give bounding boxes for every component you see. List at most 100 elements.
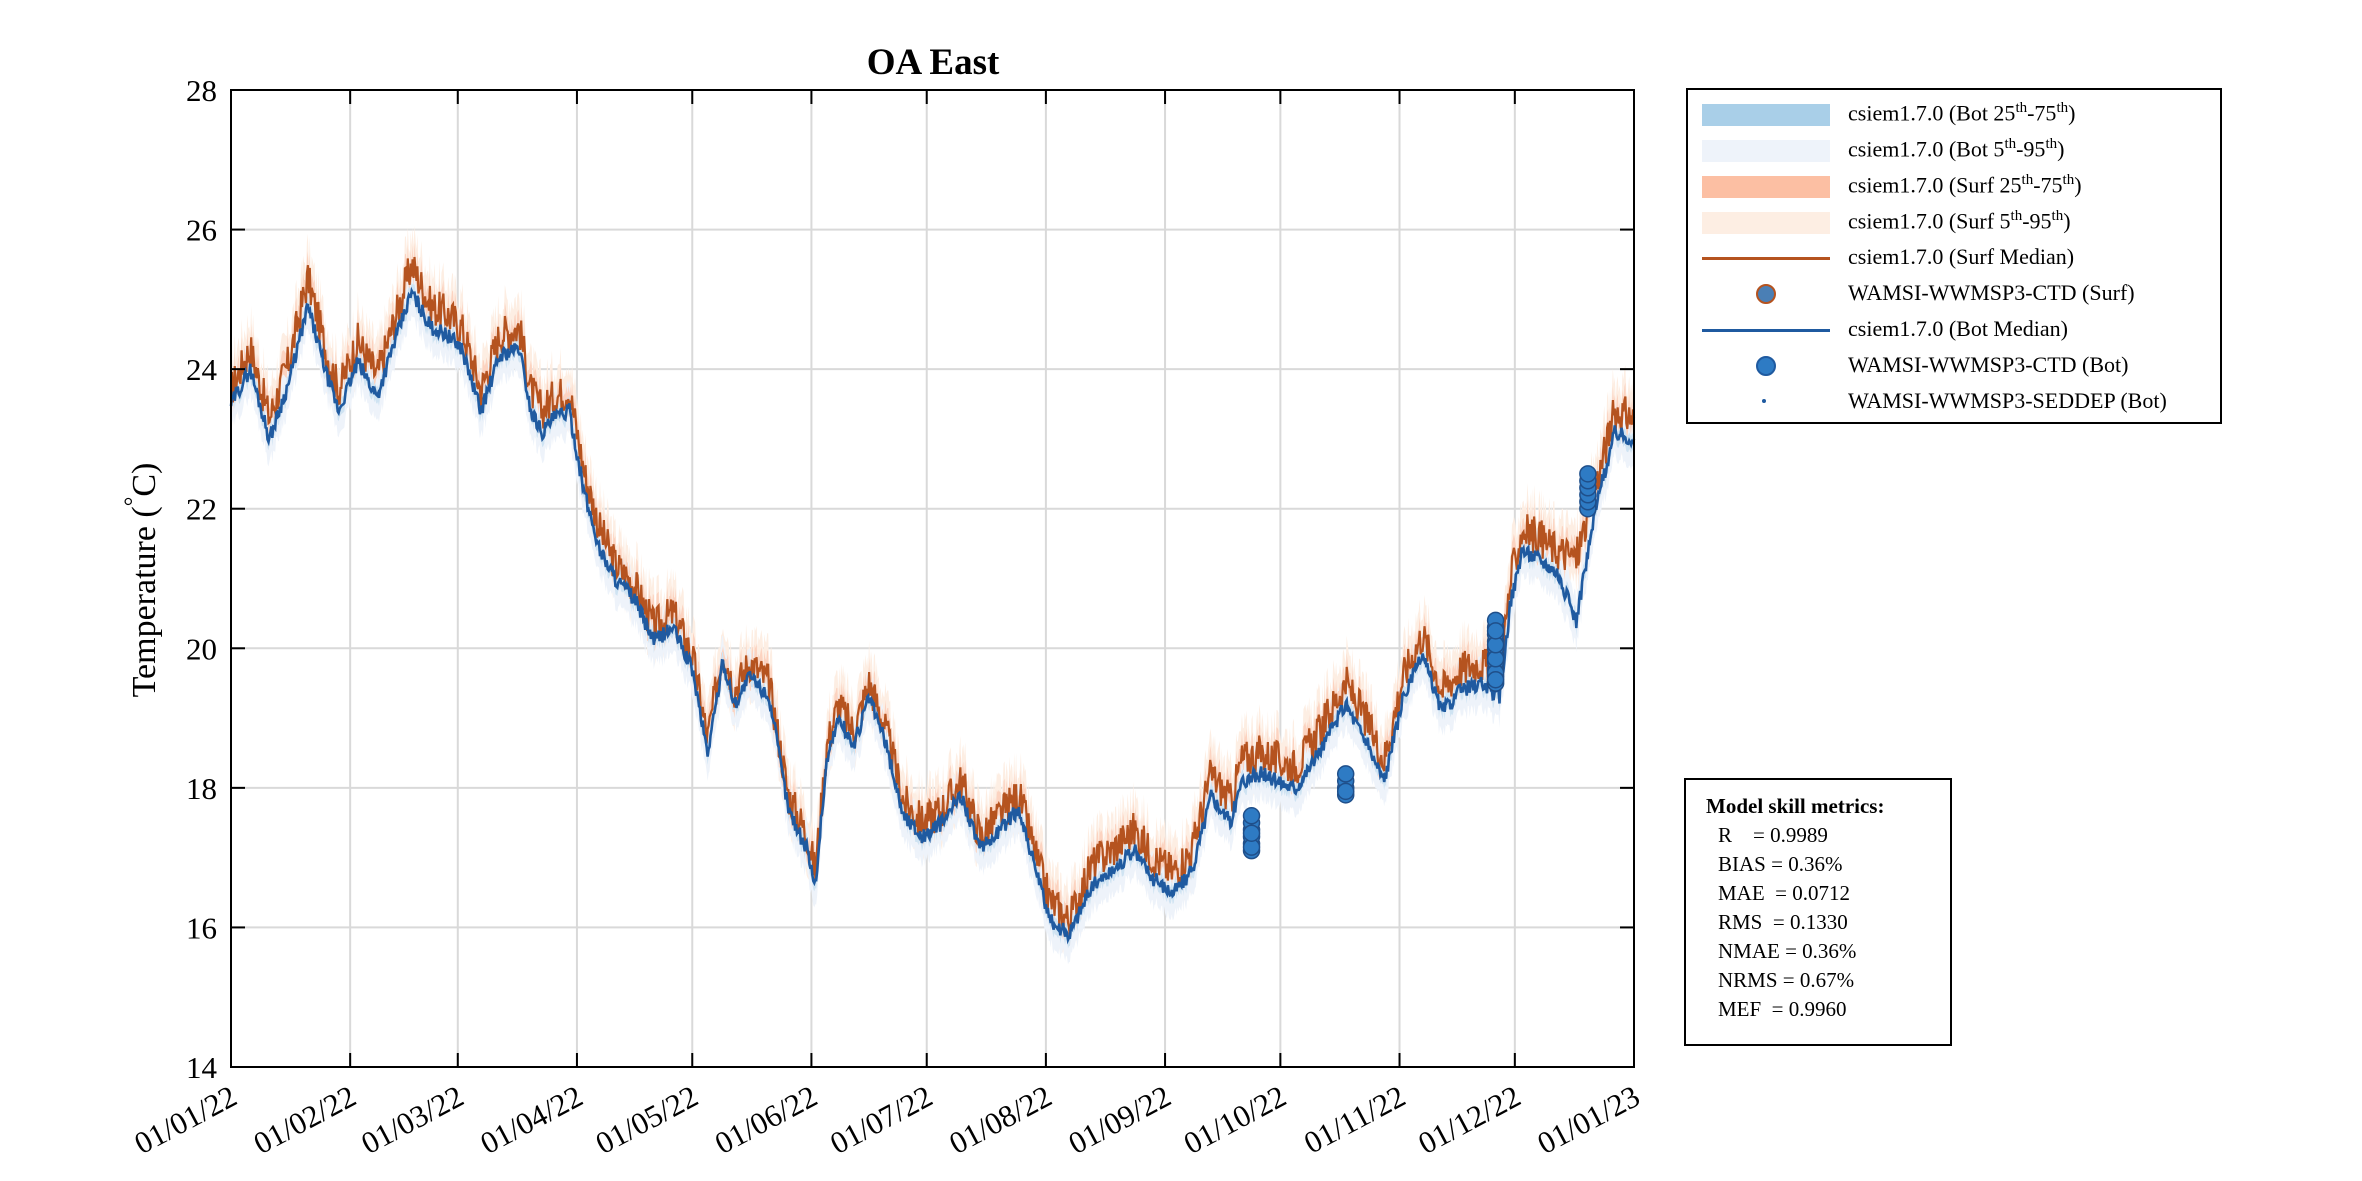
metric-nmae: NMAE = 0.36% bbox=[1718, 939, 1857, 963]
ctd-bot-point bbox=[1486, 622, 1505, 640]
metric-bias: BIAS = 0.36% bbox=[1718, 852, 1843, 876]
legend-label: csiem1.7.0 (Bot 25th-75th) bbox=[1848, 100, 2075, 126]
legend-label-part: th bbox=[2004, 136, 2017, 152]
legend-label-part: ) bbox=[2057, 136, 2065, 162]
legend-label: csiem1.7.0 (Bot 5th-95th) bbox=[1848, 136, 2064, 162]
legend-label-part: -95 bbox=[2016, 136, 2046, 162]
metric-rms: RMS = 0.1330 bbox=[1718, 910, 1848, 934]
legend-dot bbox=[1762, 399, 1766, 403]
legend-entry-5: WAMSI-WWMSP3-CTD (Surf) bbox=[1698, 278, 2218, 310]
legend-line-sample bbox=[1702, 329, 1830, 332]
metric-mae: MAE = 0.0712 bbox=[1718, 881, 1851, 905]
y-tick-label: 20 bbox=[186, 631, 217, 666]
x-tick-label: 01/10/22 bbox=[1178, 1078, 1292, 1161]
skill-metrics-box: Model skill metrics: R = 0.9989 BIAS = 0… bbox=[1684, 778, 1952, 1046]
y-tick-label: 26 bbox=[186, 213, 217, 248]
legend-entry-0: csiem1.7.0 (Bot 25th-75th) bbox=[1698, 98, 2218, 130]
legend-label-part: -75 bbox=[2027, 100, 2057, 126]
y-tick-label: 28 bbox=[186, 73, 217, 108]
x-tick-label: 01/12/22 bbox=[1412, 1078, 1526, 1161]
bot-median-line bbox=[229, 286, 1636, 945]
legend-label: csiem1.7.0 (Bot Median) bbox=[1848, 316, 2068, 342]
y-axis-degree-symbol: ° bbox=[121, 497, 147, 507]
legend-label: WAMSI-WWMSP3-CTD (Surf) bbox=[1848, 280, 2135, 306]
legend-entry-4: csiem1.7.0 (Surf Median) bbox=[1698, 242, 2218, 274]
y-tick-label: 22 bbox=[186, 492, 217, 527]
x-tick-label: 01/03/22 bbox=[355, 1078, 469, 1161]
legend-label: csiem1.7.0 (Surf Median) bbox=[1848, 244, 2074, 270]
legend-label-part: th bbox=[2045, 136, 2058, 152]
legend-entry-8: WAMSI-WWMSP3-SEDDEP (Bot) bbox=[1698, 386, 2218, 418]
x-tick-label: 01/01/23 bbox=[1532, 1078, 1646, 1161]
legend-label-part: csiem1.7.0 (Bot Median) bbox=[1848, 316, 2068, 341]
metric-mef: MEF = 0.9960 bbox=[1718, 997, 1847, 1021]
legend-label-part: ) bbox=[2074, 172, 2082, 198]
legend-label: WAMSI-WWMSP3-CTD (Bot) bbox=[1848, 352, 2129, 378]
ctd-bot-point bbox=[1242, 807, 1261, 825]
legend-entry-2: csiem1.7.0 (Surf 25th-75th) bbox=[1698, 170, 2218, 202]
chart-title: OA East bbox=[867, 42, 1000, 83]
legend-label: csiem1.7.0 (Surf 5th-95th) bbox=[1848, 208, 2071, 234]
grid-lines bbox=[230, 89, 1635, 1068]
ctd-bot-point bbox=[1336, 765, 1355, 783]
legend-swatch bbox=[1702, 140, 1830, 162]
legend-label-part: WAMSI-WWMSP3-CTD (Bot) bbox=[1848, 352, 2129, 377]
ctd-bot-point bbox=[1486, 670, 1505, 689]
legend-label-part: th bbox=[2010, 208, 2023, 224]
x-tick-label: 01/01/22 bbox=[129, 1078, 243, 1161]
legend-swatch bbox=[1702, 212, 1830, 234]
x-tick-label: 01/11/22 bbox=[1298, 1078, 1411, 1160]
median-lines bbox=[229, 256, 1636, 945]
legend-entry-3: csiem1.7.0 (Surf 5th-95th) bbox=[1698, 206, 2218, 238]
legend-label-part: th bbox=[2056, 100, 2069, 116]
legend-label-part: -95 bbox=[2022, 208, 2052, 234]
legend-label-part: -75 bbox=[2033, 172, 2063, 198]
legend-label-part: csiem1.7.0 (Bot 5 bbox=[1848, 136, 2005, 162]
y-tick-label: 24 bbox=[186, 352, 218, 387]
x-tick-label: 01/02/22 bbox=[248, 1078, 362, 1161]
legend-swatch bbox=[1702, 104, 1830, 126]
y-tick-label: 16 bbox=[186, 910, 217, 945]
surf-median-line bbox=[229, 256, 1636, 937]
legend-label: csiem1.7.0 (Surf 25th-75th) bbox=[1848, 172, 2082, 198]
x-tick-label: 01/04/22 bbox=[474, 1078, 588, 1161]
observation-markers bbox=[1242, 465, 1597, 860]
legend-label-part: WAMSI-WWMSP3-SEDDEP (Bot) bbox=[1848, 388, 2167, 413]
metric-r: R = 0.9989 bbox=[1718, 823, 1828, 847]
y-axis-label-unit: C) bbox=[126, 463, 163, 497]
legend: csiem1.7.0 (Bot 25th-75th) csiem1.7.0 (Bo… bbox=[1686, 88, 2222, 424]
legend-label-part: WAMSI-WWMSP3-CTD (Surf) bbox=[1848, 280, 2135, 305]
legend-entry-6: csiem1.7.0 (Bot Median) bbox=[1698, 314, 2218, 346]
legend-label-part: ) bbox=[2063, 208, 2071, 234]
y-axis-label: Temperature (°C) bbox=[121, 463, 163, 698]
legend-swatch bbox=[1702, 176, 1830, 198]
y-axis-ticks: 14 16 18 20 22 24 26 28 bbox=[186, 73, 1634, 1085]
legend-entry-1: csiem1.7.0 (Bot 5th-95th) bbox=[1698, 134, 2218, 166]
legend-label-part: csiem1.7.0 (Surf 5 bbox=[1848, 208, 2011, 234]
y-tick-label: 18 bbox=[186, 771, 217, 806]
y-axis-label-main: Temperature ( bbox=[126, 506, 163, 697]
legend-label-part: th bbox=[2021, 172, 2034, 188]
x-tick-label: 01/06/22 bbox=[709, 1078, 823, 1161]
plot-area-frame bbox=[230, 89, 1635, 1068]
x-tick-label: 01/07/22 bbox=[824, 1078, 938, 1161]
metrics-title: Model skill metrics: bbox=[1706, 794, 1885, 818]
legend-label: WAMSI-WWMSP3-SEDDEP (Bot) bbox=[1848, 388, 2167, 414]
legend-label-part: th bbox=[2062, 172, 2075, 188]
y-tick-label: 14 bbox=[186, 1050, 218, 1085]
legend-label-part: th bbox=[2015, 100, 2028, 116]
x-tick-label: 01/05/22 bbox=[590, 1078, 704, 1161]
legend-label-part: csiem1.7.0 (Surf Median) bbox=[1848, 244, 2075, 269]
x-tick-label: 01/08/22 bbox=[943, 1078, 1057, 1161]
ctd-bot-point bbox=[1336, 782, 1355, 801]
legend-marker bbox=[1756, 284, 1776, 304]
legend-entry-7: WAMSI-WWMSP3-CTD (Bot) bbox=[1698, 350, 2218, 382]
ctd-bot-point bbox=[1242, 824, 1261, 842]
metric-nrms: NRMS = 0.67% bbox=[1718, 968, 1855, 992]
ctd-bot-point bbox=[1579, 465, 1597, 483]
legend-label-part: csiem1.7.0 (Surf 25 bbox=[1848, 172, 2022, 198]
legend-line-sample bbox=[1702, 257, 1830, 260]
bot-5-95-band bbox=[231, 266, 1634, 965]
legend-label-part: csiem1.7.0 (Bot 25 bbox=[1848, 100, 2016, 126]
